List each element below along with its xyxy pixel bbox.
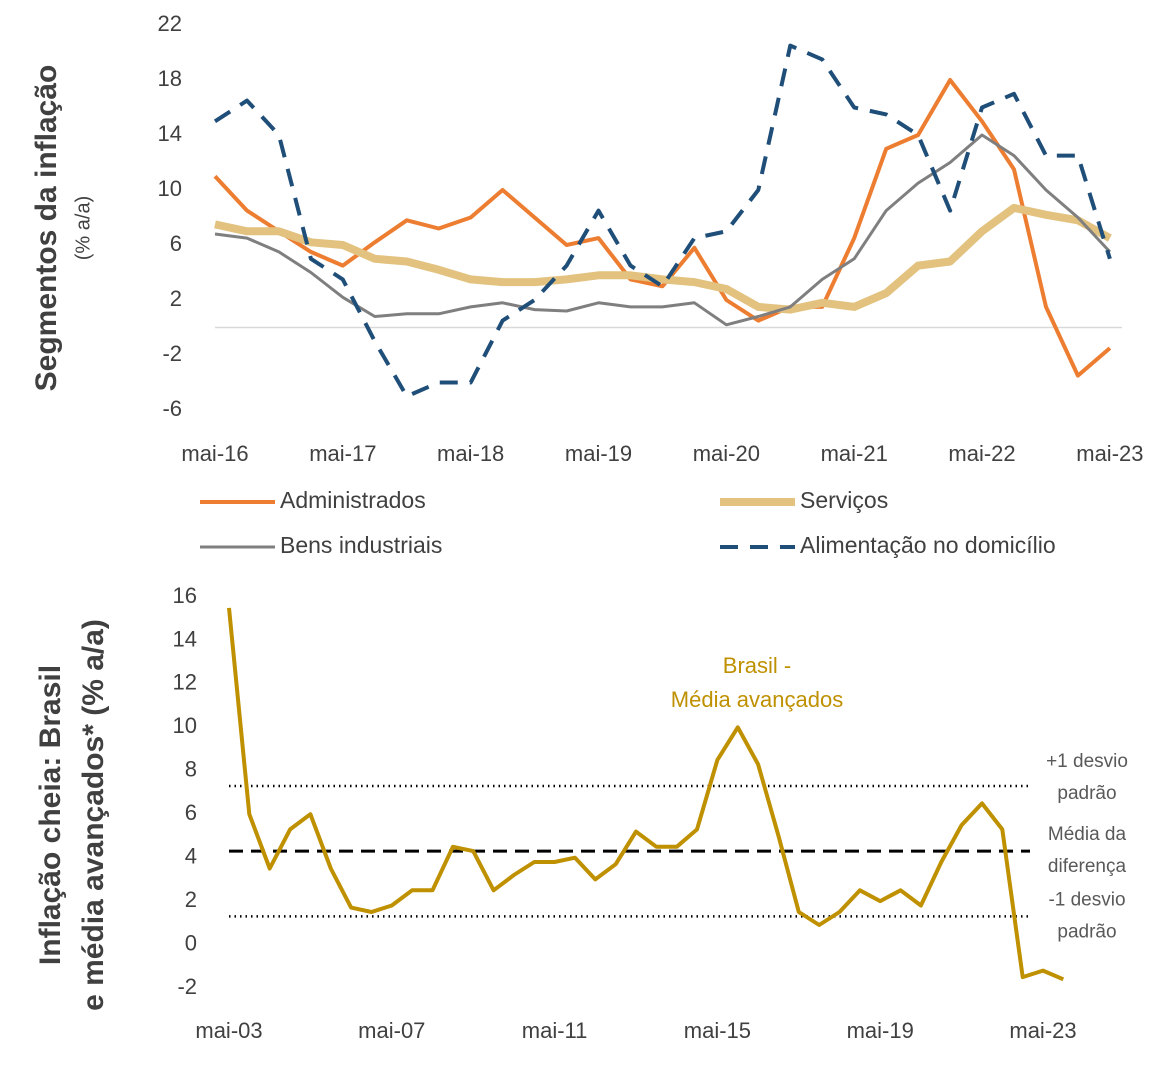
y-axis-title: Segmentos da inflação <box>30 65 63 392</box>
y-tick-label: 12 <box>173 670 197 695</box>
x-tick-label: mai-19 <box>847 1018 914 1043</box>
x-tick-label: mai-15 <box>684 1018 751 1043</box>
series-line <box>213 43 1112 399</box>
series-line <box>227 607 1065 982</box>
x-tick-label: mai-22 <box>948 441 1015 466</box>
reference-label: +1 desvio <box>1046 751 1128 772</box>
legend-label: Administrados <box>280 487 426 513</box>
y-axis-subtitle: (% a/a) <box>72 196 94 260</box>
y-tick-label: 8 <box>185 757 197 782</box>
x-tick-label: mai-23 <box>1009 1018 1076 1043</box>
reference-label: -1 desvio <box>1048 889 1125 910</box>
y-tick-label: 4 <box>185 843 197 868</box>
x-tick-label: mai-11 <box>522 1018 588 1043</box>
series-line <box>214 133 1111 327</box>
y-axis-title: Inflação cheia: Brasil <box>34 665 67 965</box>
y-axis-title: e média avançados* (% a/a) <box>77 619 110 1011</box>
y-tick-label: 2 <box>185 887 197 912</box>
annotation: Brasil - <box>723 653 791 678</box>
y-tick-label: 6 <box>185 800 197 825</box>
reference-label: diferença <box>1048 856 1127 877</box>
y-tick-label: -2 <box>162 341 182 366</box>
y-tick-label: 18 <box>158 66 182 91</box>
annotation: Média avançados <box>671 687 843 712</box>
legend-label: Bens industriais <box>280 532 442 558</box>
y-tick-label: 6 <box>170 231 182 256</box>
x-tick-label: mai-07 <box>358 1018 425 1043</box>
y-tick-label: 10 <box>158 176 182 201</box>
legend-label: Serviços <box>800 487 888 513</box>
y-tick-label: -2 <box>177 974 197 999</box>
reference-label: Média da <box>1048 824 1127 845</box>
x-tick-label: mai-16 <box>181 441 248 466</box>
x-tick-label: mai-18 <box>437 441 504 466</box>
y-tick-label: 14 <box>173 626 197 651</box>
x-tick-label: mai-17 <box>309 441 376 466</box>
y-tick-label: 22 <box>158 11 182 36</box>
reference-label: padrão <box>1057 921 1116 942</box>
reference-label: padrão <box>1057 783 1116 804</box>
y-tick-label: 10 <box>173 713 197 738</box>
y-tick-label: -6 <box>162 396 182 421</box>
x-tick-label: mai-23 <box>1076 441 1143 466</box>
x-tick-label: mai-19 <box>565 441 632 466</box>
legend-label: Alimentação no domicílio <box>800 532 1056 558</box>
x-tick-label: mai-21 <box>821 441 888 466</box>
y-tick-label: 0 <box>185 930 197 955</box>
y-tick-label: 2 <box>170 286 182 311</box>
y-tick-label: 16 <box>173 583 197 608</box>
x-tick-label: mai-03 <box>195 1018 262 1043</box>
y-tick-label: 14 <box>158 121 182 146</box>
x-tick-label: mai-20 <box>693 441 760 466</box>
series-line <box>214 203 1112 314</box>
